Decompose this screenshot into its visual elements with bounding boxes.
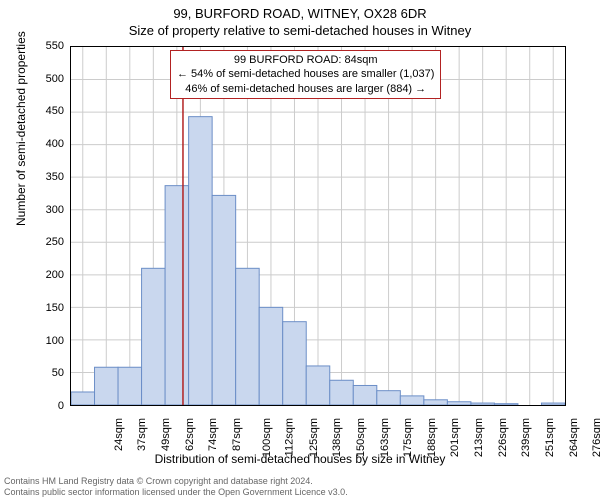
- x-tick: 62sqm: [184, 418, 196, 451]
- footer-line1: Contains HM Land Registry data © Crown c…: [4, 476, 348, 487]
- annotation-line1: 99 BURFORD ROAD: 84sqm: [177, 53, 434, 67]
- x-axis-label: Distribution of semi-detached houses by …: [0, 452, 600, 466]
- y-tick: 300: [46, 204, 64, 216]
- chart-container: 99, BURFORD ROAD, WITNEY, OX28 6DR Size …: [0, 0, 600, 500]
- y-tick: 450: [46, 105, 64, 117]
- y-tick: 200: [46, 269, 64, 281]
- x-tick: 112sqm: [283, 418, 295, 456]
- histogram-plot: [70, 46, 566, 406]
- chart-area: 99 BURFORD ROAD: 84sqm ← 54% of semi-det…: [70, 46, 566, 406]
- y-tick: 350: [46, 171, 64, 183]
- x-tick: 37sqm: [136, 418, 148, 451]
- y-tick: 250: [46, 236, 64, 248]
- y-tick: 400: [46, 138, 64, 150]
- y-tick: 0: [58, 400, 64, 412]
- footer: Contains HM Land Registry data © Crown c…: [4, 476, 348, 498]
- y-axis-label: Number of semi-detached properties: [14, 31, 28, 226]
- x-tick: 24sqm: [113, 418, 125, 451]
- y-tick: 500: [46, 73, 64, 85]
- title-sub: Size of property relative to semi-detach…: [0, 21, 600, 38]
- annotation-line2: ← 54% of semi-detached houses are smalle…: [177, 67, 434, 81]
- y-tick: 150: [46, 302, 64, 314]
- x-tick: 49sqm: [160, 418, 172, 451]
- y-tick: 550: [46, 40, 64, 52]
- title-main: 99, BURFORD ROAD, WITNEY, OX28 6DR: [0, 0, 600, 21]
- footer-line2: Contains public sector information licen…: [4, 487, 348, 498]
- annotation-box: 99 BURFORD ROAD: 84sqm ← 54% of semi-det…: [170, 50, 441, 99]
- x-tick: 87sqm: [231, 418, 243, 451]
- y-tick: 100: [46, 335, 64, 347]
- x-tick: 74sqm: [207, 418, 219, 451]
- annotation-line3: 46% of semi-detached houses are larger (…: [177, 82, 434, 96]
- y-tick: 50: [52, 367, 64, 379]
